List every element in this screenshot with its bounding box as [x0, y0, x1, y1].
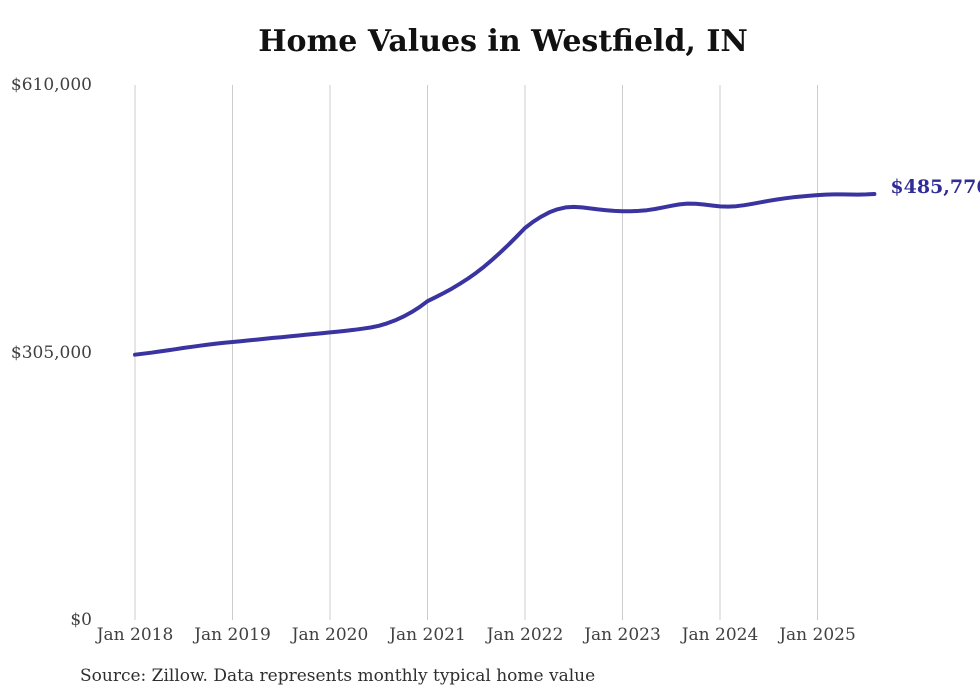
x-tick-label: Jan 2022: [486, 625, 564, 645]
x-tick-label: Jan 2020: [291, 625, 369, 645]
y-tick-label: $610,000: [10, 75, 92, 95]
y-tick-label: $305,000: [10, 342, 92, 363]
x-tick-label: Jan 2025: [779, 625, 856, 645]
x-tick-label: Jan 2019: [194, 625, 271, 645]
source-note: Source: Zillow. Data represents monthly …: [80, 666, 596, 686]
x-tick-label: Jan 2023: [584, 625, 661, 645]
chart-title: Home Values in Westfield, IN: [258, 24, 748, 59]
home-value-series-line: [133, 192, 877, 357]
x-tick-label: Jan 2018: [96, 625, 174, 645]
x-tick-label: Jan 2024: [681, 625, 759, 645]
current-value-label: $485,776: [890, 175, 980, 198]
x-tick-label: Jan 2021: [389, 625, 466, 645]
y-tick-label: $0: [70, 610, 92, 630]
